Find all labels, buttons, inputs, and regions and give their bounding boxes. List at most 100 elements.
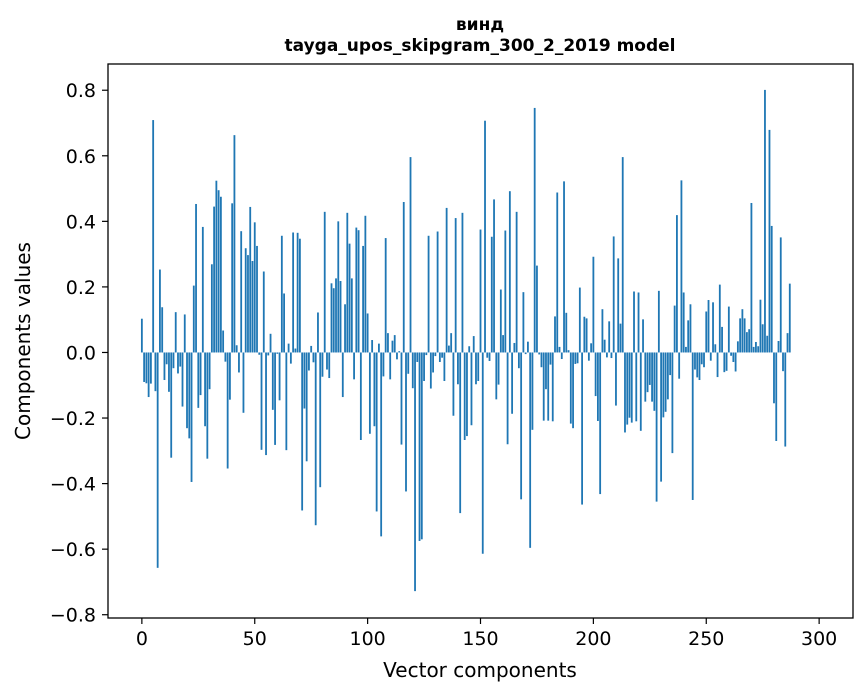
bar-128 [429,352,432,389]
bar-49 [251,261,254,353]
bar-65 [287,343,290,353]
bar-151 [481,352,484,554]
bar-208 [610,352,613,359]
bar-112 [393,335,396,353]
bar-58 [271,352,274,410]
bar-72 [303,352,306,409]
bar-268 [745,332,748,353]
bar-280 [773,352,775,404]
bar-240 [682,292,685,353]
bar-247 [698,352,701,381]
bar-121 [414,352,416,592]
bar-179 [545,352,547,390]
x-tick-label: 150 [462,628,498,650]
bar-190 [569,352,572,424]
bar-13 [170,352,173,458]
bar-4 [149,352,152,384]
bar-124 [420,352,423,540]
bar-101 [368,352,371,434]
bar-33 [215,180,218,353]
bar-222 [642,319,644,353]
bar-242 [687,320,690,353]
bar-134 [443,352,446,381]
bar-279 [770,225,773,353]
bar-255 [716,352,719,378]
bar-14 [172,352,175,369]
bar-286 [786,333,789,353]
bar-140 [457,352,459,385]
bar-211 [617,258,620,353]
bar-149 [477,352,480,381]
x-tick-label: 200 [575,628,611,650]
bar-271 [752,346,755,353]
bar-100 [366,313,369,353]
bar-9 [161,307,164,353]
bar-154 [488,352,491,361]
bar-165 [513,342,516,353]
bar-16 [177,352,179,374]
bar-170 [524,352,527,355]
bar-73 [305,352,308,462]
bar-61 [278,352,281,401]
bar-96 [357,230,360,353]
bar-series [140,89,791,592]
bar-155 [490,236,493,353]
bar-158 [497,352,500,385]
bar-237 [676,215,678,353]
bar-248 [700,352,703,365]
bar-193 [576,352,579,364]
bar-250 [705,311,708,353]
bar-146 [470,352,473,426]
bar-218 [633,291,635,353]
bar-137 [450,333,453,353]
bar-62 [280,235,283,353]
bar-59 [274,352,276,445]
bar-282 [777,341,780,353]
bar-251 [707,300,710,353]
bar-11 [165,352,168,365]
bar-129 [432,352,434,373]
bar-55 [265,352,267,456]
bar-233 [666,352,669,400]
bar-120 [411,352,414,389]
bar-91 [346,212,349,353]
bar-39 [229,352,231,400]
bar-22 [190,352,193,482]
bar-21 [188,352,191,439]
bar-85 [332,288,335,353]
bar-283 [779,237,782,353]
x-tick-label: 100 [349,628,385,650]
bar-133 [441,352,444,358]
bar-275 [761,324,764,353]
bar-263 [734,352,737,372]
bar-230 [660,352,663,482]
x-axis-ticks: 0 50 100 150 200 250 300 [136,618,837,650]
bar-224 [646,352,649,393]
bar-223 [644,352,647,402]
y-tick-label: 0.4 [66,211,96,233]
bar-67 [292,232,295,353]
bar-204 [601,309,604,353]
bar-270 [750,202,753,353]
bar-166 [515,211,518,353]
bar-163 [508,191,511,353]
bar-141 [459,352,462,514]
bar-10 [163,352,166,381]
bar-198 [587,352,590,361]
bar-272 [755,341,757,353]
bar-36 [222,330,225,353]
bar-37 [224,352,227,362]
bar-23 [192,285,195,353]
bar-132 [438,352,441,362]
bar-135 [445,207,448,353]
bar-221 [639,352,642,431]
bar-117 [405,352,407,492]
bar-139 [454,218,457,353]
bar-6 [154,352,157,392]
bar-184 [556,192,559,353]
bar-118 [407,352,410,374]
bar-77 [314,352,317,526]
bar-45 [242,352,245,413]
x-tick-label: 300 [801,628,837,650]
bar-178 [542,352,545,421]
